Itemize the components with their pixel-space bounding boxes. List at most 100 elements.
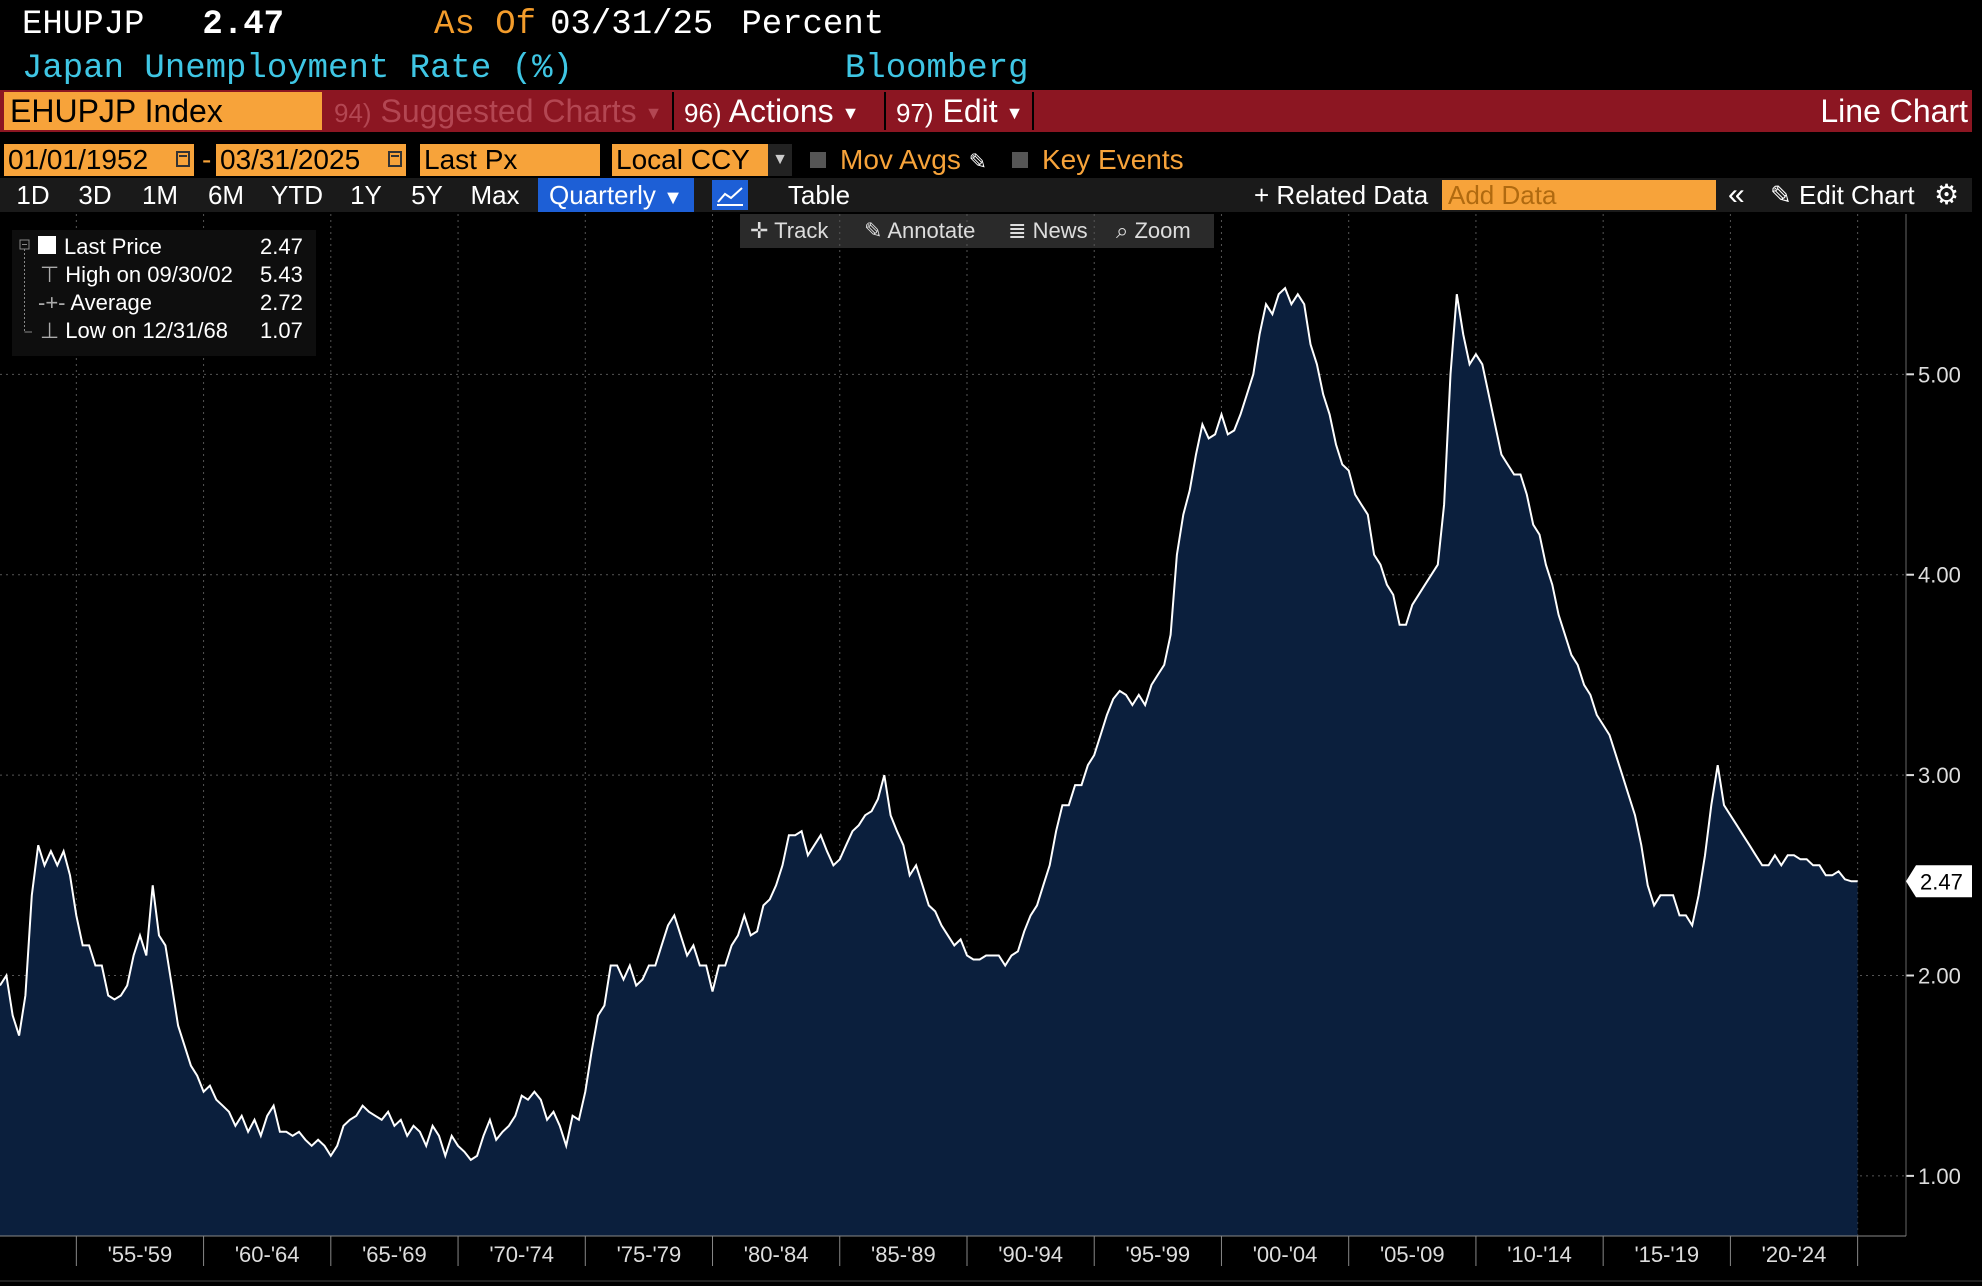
mov-avgs-checkbox[interactable] (810, 152, 826, 168)
caret-down-icon: ▼ (644, 103, 663, 123)
end-date-field[interactable]: 03/31/2025 (216, 144, 406, 176)
function-separator (1032, 92, 1034, 130)
price-value: 2.47 (202, 6, 285, 44)
currency-dropdown-icon[interactable]: ▼ (768, 144, 792, 176)
high-marker-icon: ⊤ (40, 262, 60, 287)
x-tick-label: '10-'14 (1507, 1242, 1572, 1267)
x-tick-label: '00-'04 (1253, 1242, 1318, 1267)
y-tick-label: 3.00 (1918, 763, 1961, 788)
caret-down-icon: ▼ (841, 103, 860, 123)
start-date-value: 01/01/1952 (8, 144, 149, 175)
y-tick-label: 5.00 (1918, 362, 1961, 387)
legend-tree-icon (19, 239, 32, 333)
zoom-tool[interactable]: ⌕ Zoom (1116, 214, 1191, 248)
x-axis: '55-'59 '60-'64 '65-'69 '70-'74 '75-'79 '80-'… (0, 1235, 1906, 1267)
legend-high-row: ⊤ High on 09/30/02 (40, 262, 233, 288)
range-ytd[interactable]: YTD (271, 180, 323, 210)
menu-number: 96) (684, 98, 722, 128)
x-tick-label: '90-'94 (998, 1242, 1063, 1267)
pencil-icon: ✎ (864, 218, 883, 243)
x-tick-label: '20-'24 (1762, 1242, 1827, 1267)
y-tick-label: 4.00 (1918, 563, 1961, 588)
key-events-checkbox[interactable] (1012, 152, 1028, 168)
legend-high-value: 5.43 (260, 262, 303, 287)
list-icon: ≣ (1008, 218, 1027, 243)
caret-down-icon: ▼ (1005, 103, 1024, 123)
range-5y[interactable]: 5Y (411, 180, 443, 210)
add-data-input[interactable]: Add Data (1442, 180, 1716, 210)
unit-label: Percent (741, 6, 885, 44)
menu-number: 97) (896, 98, 934, 128)
frequency-label: Quarterly (549, 180, 656, 210)
x-tick-label: '70-'74 (489, 1242, 554, 1267)
function-bar (0, 90, 1972, 132)
legend-last-label: Last Price (64, 234, 162, 259)
x-tick-label: '55-'59 (108, 1242, 173, 1267)
bottom-divider (0, 1280, 1982, 1282)
field-selector[interactable]: Last Px (420, 144, 600, 176)
start-date-field[interactable]: 01/01/1952 (4, 144, 194, 176)
range-3d[interactable]: 3D (78, 180, 112, 210)
legend-avg-row: -+- Average (38, 290, 152, 316)
function-separator (884, 92, 886, 130)
legend-low-value: 1.07 (260, 318, 303, 343)
x-tick-label: '75-'79 (617, 1242, 682, 1267)
menu-label: Suggested Charts (380, 93, 637, 129)
pencil-icon[interactable]: ✎ (968, 149, 988, 174)
legend-avg-value: 2.72 (260, 290, 303, 315)
security-input[interactable]: EHUPJP Index (4, 92, 322, 130)
last-value-marker: 2.47 (1906, 865, 1972, 898)
legend-avg-label: Average (70, 290, 152, 315)
source-label: Bloomberg (844, 50, 1029, 88)
security-title: Japan Unemployment Rate (%) (22, 50, 573, 88)
gear-icon[interactable]: ⚙ (1934, 179, 1960, 210)
edit-chart-label: Edit Chart (1799, 180, 1915, 210)
table-view-button[interactable]: Table (787, 180, 851, 210)
news-tool[interactable]: ≣ News (1008, 214, 1088, 248)
low-marker-icon: ⊥ (40, 318, 60, 343)
related-data-label: Related Data (1276, 180, 1429, 210)
legend-low-row: ⊥ Low on 12/31/68 (40, 318, 228, 344)
y-tick-label: 1.00 (1918, 1164, 1961, 1189)
annotate-tool[interactable]: ✎ Annotate (864, 214, 975, 248)
y-tick-label: 2.00 (1918, 963, 1961, 988)
range-6m[interactable]: 6M (207, 180, 245, 210)
ticker-label: EHUPJP (22, 6, 145, 44)
x-tick-label: '65-'69 (362, 1242, 427, 1267)
collapse-icon[interactable]: « (1728, 178, 1745, 211)
chart-type-label: Line Chart (1820, 93, 1968, 129)
as-of-label: As Of (434, 6, 537, 44)
menu-label: Edit (942, 93, 998, 129)
x-tick-label: '15-'19 (1634, 1242, 1699, 1267)
range-1y[interactable]: 1Y (350, 180, 382, 210)
key-events-label: Key Events (1042, 144, 1184, 175)
track-label: Track (774, 218, 829, 243)
range-1m[interactable]: 1M (141, 180, 179, 210)
plus-icon: + (1254, 180, 1270, 210)
range-max[interactable]: Max (470, 180, 520, 210)
subtitle-line: Japan Unemployment Rate (%) Bloomberg (22, 50, 1029, 88)
last-price-swatch (38, 236, 56, 254)
x-tick-label: '80-'84 (744, 1242, 809, 1267)
line-chart-view-button[interactable] (712, 180, 748, 210)
average-marker-icon: -+- (38, 290, 66, 315)
pencil-icon: ✎ (1770, 180, 1792, 210)
series-line (0, 286, 1858, 1162)
crosshair-icon: ✛ (750, 218, 769, 243)
caret-down-icon: ▼ (663, 187, 683, 209)
related-data-button[interactable]: + Related Data (1254, 178, 1428, 212)
suggested-charts-menu[interactable]: 94) Suggested Charts ▼ (334, 90, 662, 132)
magnifier-icon: ⌕ (1116, 218, 1129, 243)
y-axis: 1.00 2.00 3.00 4.00 5.00 (1905, 214, 1961, 1236)
edit-chart-button[interactable]: ✎ Edit Chart (1770, 178, 1915, 212)
news-label: News (1032, 218, 1088, 243)
track-tool[interactable]: ✛ Track (750, 214, 828, 248)
currency-selector[interactable]: Local CCY (612, 144, 768, 176)
frequency-dropdown[interactable]: Quarterly ▼ (538, 178, 694, 212)
range-1d[interactable]: 1D (16, 180, 50, 210)
calendar-icon[interactable] (388, 151, 402, 167)
calendar-icon[interactable] (176, 151, 190, 167)
actions-menu[interactable]: 96) Actions ▼ (684, 90, 859, 132)
edit-menu[interactable]: 97) Edit ▼ (896, 90, 1023, 132)
